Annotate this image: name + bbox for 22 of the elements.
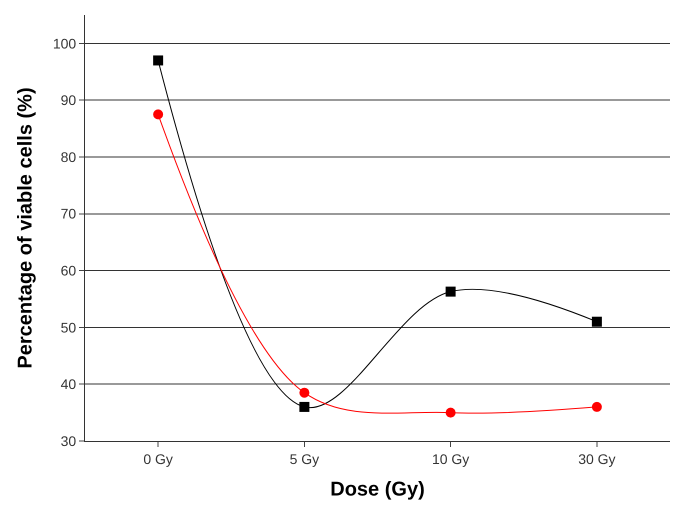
y-tick-label: 30 [60,432,76,449]
point [592,316,602,327]
y-tick-label: 60 [60,262,76,278]
point [446,408,456,418]
x-axis-title: Dose (Gy) [330,478,425,500]
y-tick-label: 100 [52,35,76,52]
x-tick-label: 30 Gy [578,450,616,467]
point [299,388,310,398]
y-tick-label: 50 [60,319,76,336]
y-tick-label: 70 [60,206,76,222]
point [153,55,164,66]
point [153,109,164,120]
y-tick-label: 40 [60,376,76,392]
point [592,402,602,412]
point [299,402,310,412]
y-tick-label: 80 [60,148,76,165]
x-tick-label: 10 Gy [432,450,470,467]
y-tick-label: 90 [60,92,76,108]
x-tick-label: 0 Gy [143,450,173,467]
x-tick-label: 5 Gy [290,450,320,467]
point [446,286,456,297]
y-axis-title: Percentage of viable cells (%) [14,87,36,369]
